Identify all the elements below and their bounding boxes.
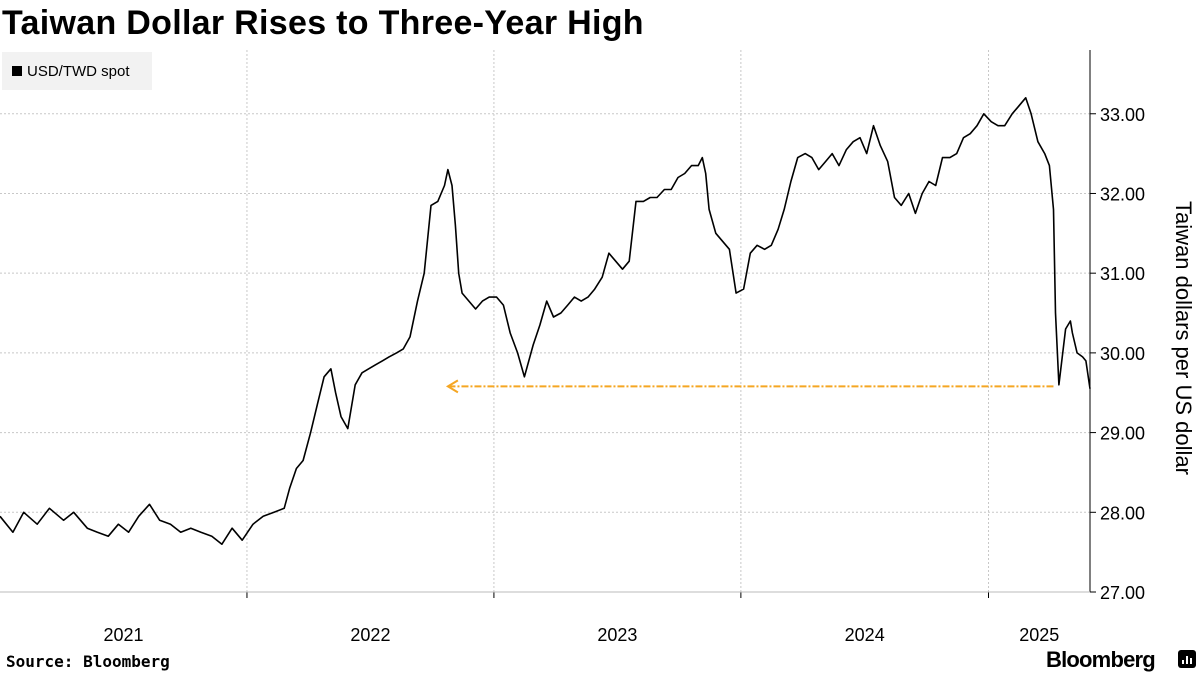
legend-label: USD/TWD spot — [27, 62, 130, 80]
x-tick-label: 2021 — [103, 625, 143, 645]
y-tick-label: 27.00 — [1100, 583, 1145, 603]
annotations — [445, 379, 1054, 394]
chart-title: Taiwan Dollar Rises to Three-Year High — [2, 4, 644, 42]
y-tick-label: 29.00 — [1100, 424, 1145, 444]
legend-swatch — [12, 66, 22, 76]
series-line-usd-twd — [0, 97, 1091, 546]
y-tick-label: 30.00 — [1100, 344, 1145, 364]
bar-chart-icon — [1178, 650, 1196, 668]
source-note: Source: Bloomberg — [6, 652, 170, 671]
chart-legend: USD/TWD spot — [2, 52, 152, 90]
x-tick-label: 2023 — [597, 625, 637, 645]
vertical-gridlines — [246, 50, 990, 598]
x-tick-label: 2024 — [845, 625, 885, 645]
x-tick-label: 2025 — [1019, 625, 1059, 645]
y-tick-label: 28.00 — [1100, 503, 1145, 523]
horizontal-gridlines — [0, 113, 1096, 593]
y-tick-labels: 27.00 28.00 29.00 30.00 31.00 32.00 33.00 — [1100, 105, 1145, 603]
arrow-head — [445, 379, 459, 394]
y-tick-label: 31.00 — [1100, 264, 1145, 284]
series-group — [0, 97, 1091, 546]
y-tick-label: 32.00 — [1100, 184, 1145, 204]
y-axis — [0, 50, 1091, 593]
y-axis-label: Taiwan dollars per US dollar — [1171, 201, 1196, 475]
y-tick-label: 33.00 — [1100, 105, 1145, 125]
x-tick-label: 2022 — [350, 625, 390, 645]
bloomberg-logo: Bloomberg — [1046, 647, 1156, 672]
x-tick-labels: 2021 2022 2023 2024 2025 — [103, 625, 1059, 645]
